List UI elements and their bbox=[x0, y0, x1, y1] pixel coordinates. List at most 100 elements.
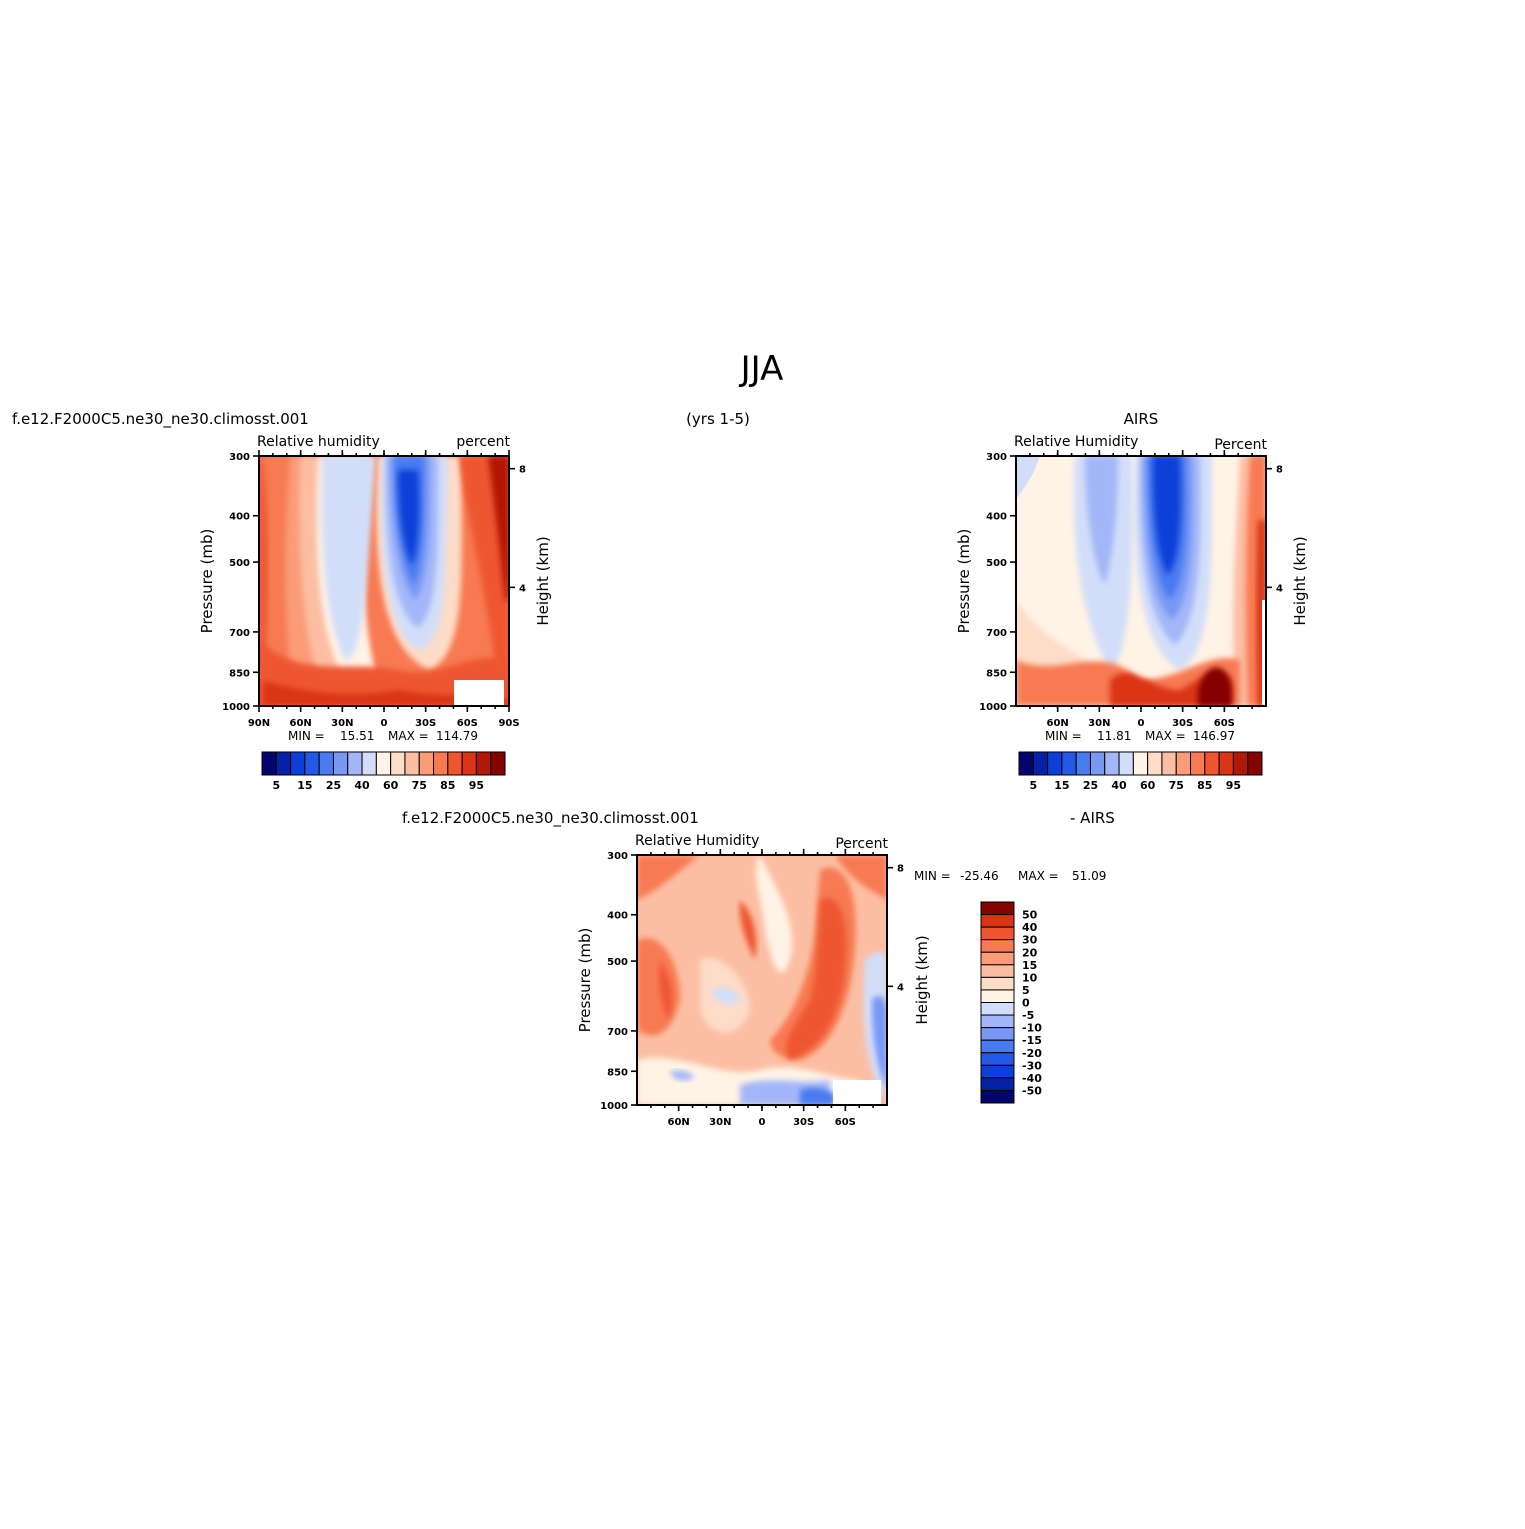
colorbar-swatch bbox=[490, 751, 506, 776]
colorbar-swatch bbox=[1032, 751, 1049, 776]
colorbar-label: 10 bbox=[1022, 971, 1038, 984]
colorbar-swatch bbox=[1204, 751, 1220, 776]
panel-diff-rh: Relative Humidity Percent 30040050070085… bbox=[576, 833, 1106, 1128]
colorbar-swatch bbox=[1175, 751, 1192, 776]
colorbar-swatch bbox=[390, 751, 406, 776]
obs-min-label: MIN = bbox=[1045, 729, 1082, 743]
colorbar-swatch bbox=[980, 926, 1015, 941]
diff-max-value: 51.09 bbox=[1072, 869, 1106, 883]
model-title-left: Relative humidity bbox=[257, 434, 380, 450]
colorbar-swatch bbox=[404, 751, 420, 776]
colorbar-label: 75 bbox=[412, 779, 427, 792]
latitude-tick-label: 90S bbox=[498, 718, 519, 729]
pressure-tick-label: 400 bbox=[229, 512, 250, 523]
pressure-tick-label: 300 bbox=[986, 452, 1007, 463]
model-max-label: MAX = bbox=[388, 729, 429, 743]
colorbar-swatch bbox=[1147, 751, 1163, 776]
colorbar-label: 95 bbox=[469, 779, 484, 792]
colorbar-swatch bbox=[1047, 751, 1063, 776]
diff-min-value: -25.46 bbox=[960, 869, 999, 883]
colorbar-swatch bbox=[980, 1077, 1015, 1091]
diff-latitude-axis: 60N 30N 0 30S 60S bbox=[650, 849, 874, 1128]
pressure-tick-label: 1000 bbox=[600, 1101, 628, 1112]
colorbar-swatch bbox=[1018, 751, 1034, 776]
diff-ylabel-right: Height (km) bbox=[913, 935, 931, 1024]
obs-field bbox=[1016, 456, 1266, 706]
pressure-tick-label: 700 bbox=[229, 628, 250, 639]
figure-title: JJA bbox=[739, 349, 784, 389]
colorbar-swatch bbox=[980, 1052, 1015, 1066]
pressure-tick-label: 850 bbox=[607, 1067, 628, 1078]
pressure-tick-label: 500 bbox=[986, 558, 1007, 569]
colorbar-label: 20 bbox=[1022, 946, 1038, 959]
pressure-tick-label: 400 bbox=[607, 911, 628, 922]
obs-max-value: 146.97 bbox=[1193, 729, 1235, 743]
case-label: f.e12.F2000C5.ne30_ne30.climosst.001 bbox=[12, 410, 309, 429]
colorbar-label: 0 bbox=[1022, 997, 1030, 1010]
colorbar-swatch bbox=[980, 939, 1015, 953]
colorbar-swatch bbox=[261, 751, 277, 776]
colorbar-swatch bbox=[375, 751, 392, 776]
colorbar-swatch bbox=[1075, 751, 1091, 776]
colorbar-label: 60 bbox=[383, 779, 399, 792]
diff-max-label: MAX = bbox=[1018, 869, 1059, 883]
latitude-tick-label: 30S bbox=[793, 1117, 814, 1128]
pressure-tick-label: 400 bbox=[986, 512, 1007, 523]
colorbar-label: 5 bbox=[1029, 779, 1037, 792]
colorbar-label: 95 bbox=[1226, 779, 1241, 792]
model-colorbar: 5 15 25 40 60 75 85 95 bbox=[261, 751, 506, 792]
obs-height-axis: 84 bbox=[1266, 465, 1283, 594]
panel-model-rh: Relative humidity percent 30040050070085… bbox=[198, 434, 552, 792]
colorbar-label: 25 bbox=[326, 779, 341, 792]
colorbar-label: 5 bbox=[1022, 984, 1030, 997]
obs-min-value: 11.81 bbox=[1097, 729, 1131, 743]
diff-field bbox=[637, 855, 887, 1105]
colorbar-label: 15 bbox=[297, 779, 312, 792]
model-ylabel: Pressure (mb) bbox=[198, 529, 216, 634]
pressure-tick-label: 1000 bbox=[222, 702, 250, 713]
latitude-tick-label: 0 bbox=[759, 1117, 766, 1128]
diff-title-right: Percent bbox=[835, 836, 888, 852]
height-tick-label: 8 bbox=[519, 465, 526, 476]
colorbar-label: 15 bbox=[1054, 779, 1069, 792]
colorbar-label: 5 bbox=[272, 779, 280, 792]
model-height-axis: 84 bbox=[509, 465, 526, 594]
colorbar-label: 60 bbox=[1140, 779, 1156, 792]
latitude-tick-label: 0 bbox=[1138, 718, 1145, 729]
height-tick-label: 4 bbox=[1276, 583, 1283, 594]
model-pressure-axis: 300 400 500 700 850 1000 bbox=[222, 452, 259, 713]
latitude-tick-label: 60S bbox=[457, 718, 478, 729]
height-tick-label: 8 bbox=[1276, 465, 1283, 476]
colorbar-label: 40 bbox=[1111, 779, 1127, 792]
obs-pressure-axis: 300 400 500 700 850 1000 bbox=[979, 452, 1016, 713]
obs-ylabel-right: Height (km) bbox=[1291, 536, 1309, 625]
colorbar-label: -15 bbox=[1022, 1034, 1042, 1047]
colorbar-swatch bbox=[980, 914, 1015, 928]
diff-case-label: f.e12.F2000C5.ne30_ne30.climosst.001 bbox=[402, 809, 699, 828]
latitude-tick-label: 60N bbox=[1047, 718, 1069, 729]
colorbar-swatch bbox=[475, 751, 492, 776]
diff-ylabel: Pressure (mb) bbox=[576, 928, 594, 1033]
pressure-tick-label: 1000 bbox=[979, 702, 1007, 713]
obs-latitude-axis: 60N 30N 0 30S 60S bbox=[1029, 450, 1253, 729]
colorbar-label: 25 bbox=[1083, 779, 1098, 792]
colorbar-swatch bbox=[332, 751, 349, 776]
colorbar-swatch bbox=[1218, 751, 1234, 776]
diff-suffix-label: - AIRS bbox=[1070, 809, 1115, 827]
latitude-tick-label: 30N bbox=[331, 718, 353, 729]
colorbar-swatch bbox=[304, 751, 320, 776]
latitude-tick-label: 60N bbox=[668, 1117, 690, 1128]
latitude-tick-label: 30N bbox=[709, 1117, 731, 1128]
colorbar-swatch bbox=[290, 751, 306, 776]
colorbar-swatch bbox=[1104, 751, 1120, 776]
colorbar-swatch bbox=[1132, 751, 1149, 776]
pressure-tick-label: 700 bbox=[607, 1027, 628, 1038]
colorbar-swatch bbox=[980, 1089, 1015, 1104]
diff-pressure-axis: 300 400 500 700 850 1000 bbox=[600, 851, 637, 1112]
years-label: (yrs 1-5) bbox=[686, 410, 750, 428]
obs-ylabel: Pressure (mb) bbox=[955, 529, 973, 634]
obs-title-right: Percent bbox=[1214, 437, 1267, 453]
model-title-right: percent bbox=[456, 434, 510, 450]
colorbar-swatch bbox=[1061, 751, 1077, 776]
